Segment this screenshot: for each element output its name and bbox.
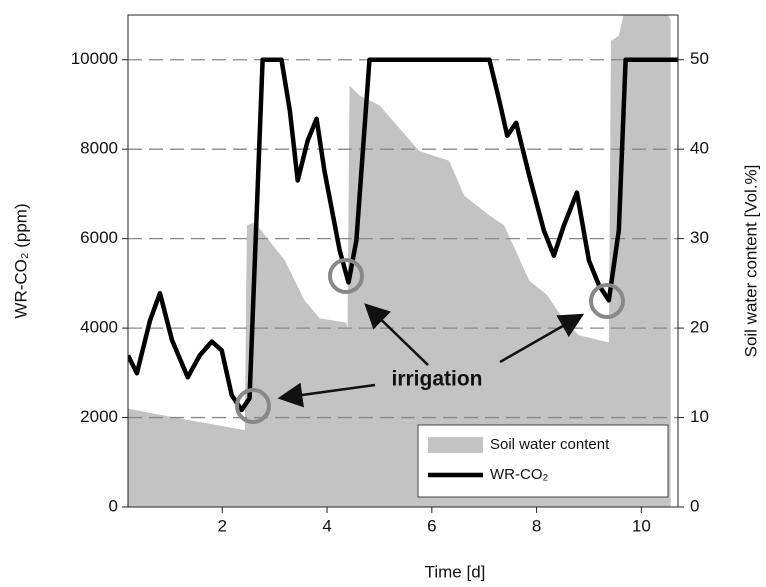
arrow: [364, 303, 429, 366]
x-tick-label: 6: [427, 516, 436, 535]
y-tick-label: 8000: [80, 139, 118, 158]
y-tick-label: 4000: [80, 318, 118, 337]
y2-tick-label: 0: [690, 496, 699, 515]
y2-tick-label: 10: [690, 407, 709, 426]
highlight-circle: [328, 258, 364, 294]
highlight-circle: [589, 283, 625, 319]
y2-tick-label: 30: [690, 228, 709, 247]
y2-tick-label: 40: [690, 139, 709, 158]
x-tick-label: 4: [322, 516, 331, 535]
y-tick-label: 0: [109, 496, 118, 515]
plot-area: [128, 15, 678, 507]
x-tick-label: 2: [218, 516, 227, 535]
line: [128, 57, 678, 413]
y2-axis-label: Soil water content [Vol.%]: [741, 165, 760, 358]
y2-tick-label: 20: [690, 318, 709, 337]
legend-label: Soil water content: [490, 436, 610, 453]
plot-frame: [127, 14, 679, 508]
arrow: [277, 382, 376, 408]
y2-tick-label: 50: [690, 49, 709, 68]
legend-swatch: [428, 437, 483, 453]
area: [128, 15, 671, 507]
y-tick-label: 2000: [80, 407, 118, 426]
x-tick-label: 10: [632, 516, 651, 535]
y-axis-label: WR-CO₂ (ppm): [11, 203, 30, 318]
legend-label: WR-CO₂: [490, 466, 548, 483]
x-axis-label: Time [d]: [425, 562, 486, 581]
arrow: [499, 313, 585, 364]
annotation-text: irrigation: [391, 368, 482, 391]
y-tick-label: 6000: [80, 228, 118, 247]
y-tick-label: 10000: [71, 49, 118, 68]
highlight-circle: [235, 388, 271, 424]
x-tick-label: 8: [532, 516, 541, 535]
annotation: irrigation: [235, 258, 625, 424]
